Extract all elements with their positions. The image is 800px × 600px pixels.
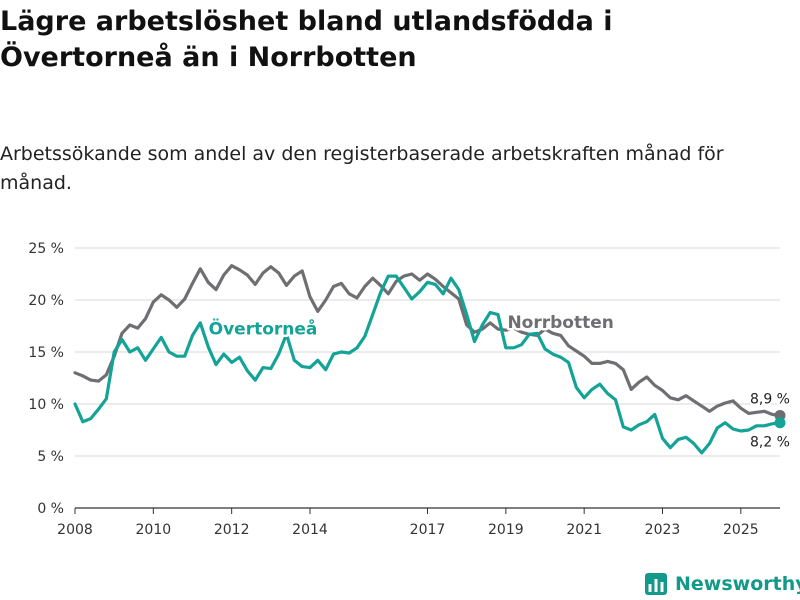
chart-subtitle: Arbetssökande som andel av den registerb… [0,143,724,194]
series-lines [73,264,786,455]
chart-title: Lägre arbetslöshet bland utlandsfödda i … [0,6,613,73]
series-line-overtornea [73,274,782,455]
series-end-marker-overtornea [774,417,786,429]
end-value-label-norrbotten: 8,9 % [750,391,790,407]
newsworthy-brand: Newsworthy [644,570,800,598]
y-tick-label: 5 % [37,449,64,465]
y-axis-ticks: 0 % 5 % 10 % 15 % 20 % 25 % [28,241,64,517]
x-tick-label: 2017 [410,522,446,538]
series-name-label-norrbotten: Norrbotten [507,313,613,333]
series-labels: Norrbotten Övertorneå 8,9 % 8,2 % [206,311,792,453]
y-tick-label: 20 % [28,293,64,309]
y-tick-label: 0 % [37,501,64,517]
y-tick-label: 15 % [28,345,64,361]
x-tick-label: 2025 [723,522,759,538]
x-tick-label: 2021 [566,522,602,538]
end-value-label-overtornea: 8,2 % [750,435,790,451]
series-name-label-overtornea: Övertorneå [209,317,318,339]
x-tick-label: 2010 [136,522,172,538]
x-axis-ticks: 2008 2010 2012 2014 2017 2019 2021 2023 2025 [57,508,759,538]
y-tick-label: 10 % [28,397,64,413]
x-tick-label: 2023 [645,522,681,538]
x-tick-label: 2019 [488,522,524,538]
brand-name: Newsworthy [675,573,800,595]
series-line-norrbotten [73,264,782,417]
x-tick-label: 2012 [214,522,250,538]
x-tick-label: 2008 [57,522,93,538]
gridlines [75,247,780,509]
x-tick-label: 2014 [292,522,328,538]
chart-logo-icon [645,573,667,595]
y-tick-label: 25 % [28,241,64,257]
